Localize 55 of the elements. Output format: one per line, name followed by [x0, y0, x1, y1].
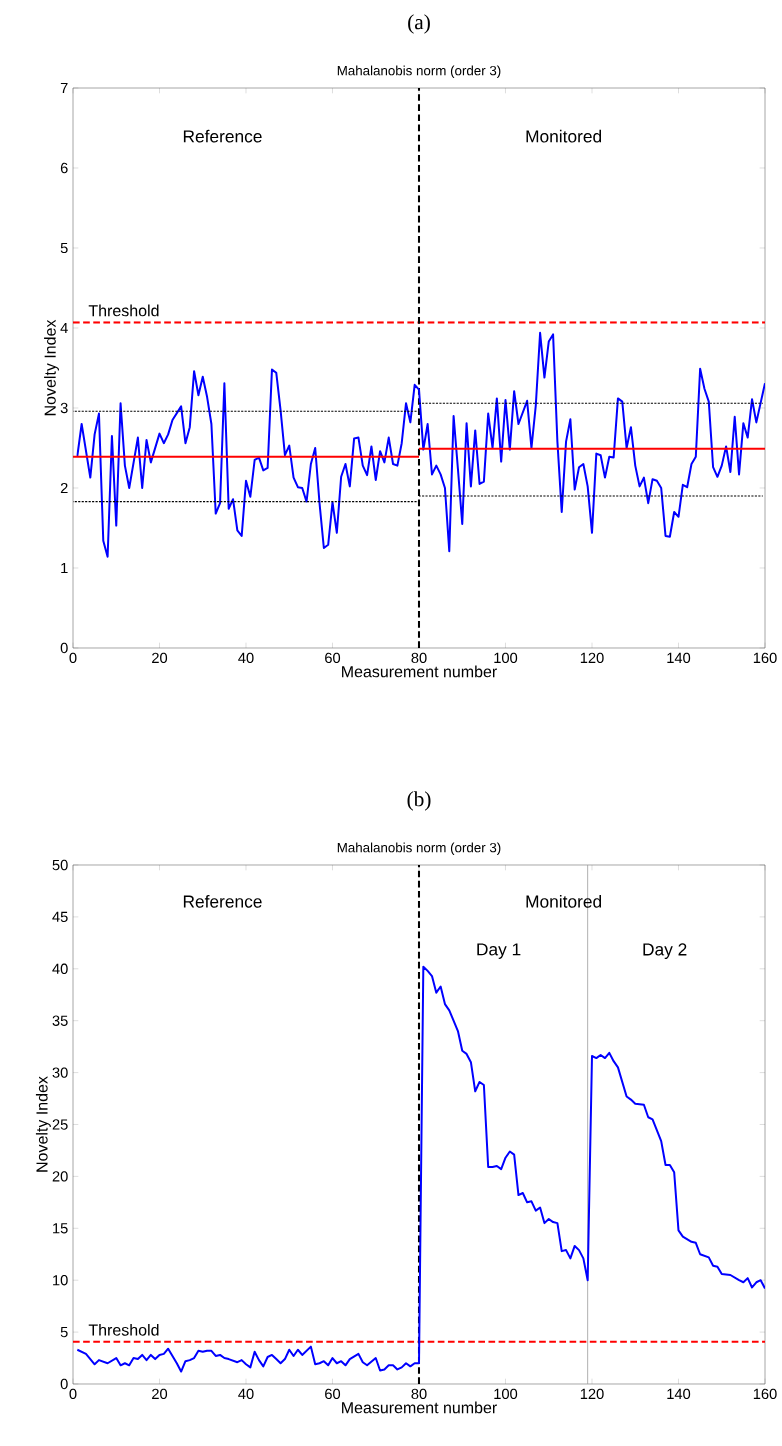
text: (a)	[408, 14, 431, 34]
x-tick-label: 120	[581, 652, 604, 664]
y-tick-label: 1	[61, 562, 68, 574]
annotation: Day 2	[643, 943, 687, 959]
ref-line-label: Threshold	[88, 304, 159, 317]
y-tick-label: 5	[60, 242, 68, 254]
y-tick-label: 50	[52, 859, 68, 871]
annotation: Reference	[184, 894, 262, 908]
y-tick-label: 15	[53, 1223, 68, 1234]
x-tick-label: 160	[754, 1388, 777, 1400]
x-axis-title: Measurement number	[342, 1401, 498, 1414]
y-tick-label: 6	[61, 162, 68, 174]
y-tick-label: 35	[52, 1015, 68, 1026]
x-tick-label: 100	[494, 1388, 518, 1400]
x-tick-label: 20	[152, 1388, 168, 1400]
x-tick-label: 60	[325, 1388, 341, 1400]
y-tick-label: 10	[53, 1275, 68, 1286]
x-tick-label: 160	[754, 652, 777, 664]
y-tick-label: 2	[61, 482, 68, 494]
y-tick-label: 5	[60, 1326, 68, 1338]
annotation: Reference	[184, 129, 262, 143]
y-tick-label: 30	[52, 1067, 68, 1078]
x-tick-label: 140	[667, 1388, 691, 1400]
x-tick-label: 120	[581, 1388, 604, 1400]
y-tick-label: 25	[52, 1119, 68, 1130]
y-tick-label: 3	[60, 402, 68, 414]
x-tick-label: 0	[69, 652, 77, 664]
text: (b)	[407, 791, 431, 811]
x-tick-label: 80	[411, 652, 427, 664]
y-tick-label: 4	[60, 322, 68, 334]
x-tick-label: 80	[411, 1388, 427, 1400]
x-tick-label: 40	[238, 652, 254, 664]
x-axis-title: Measurement number	[342, 665, 498, 678]
x-tick-label: 140	[667, 652, 691, 664]
x-tick-label: 60	[325, 652, 341, 664]
y-tick-label: 0	[60, 642, 68, 654]
x-tick-label: 40	[238, 1388, 254, 1400]
x-tick-label: 100	[494, 652, 518, 664]
y-tick-label: 20	[52, 1171, 68, 1182]
ref-line-label: Threshold	[88, 1323, 159, 1336]
y-tick-label: 7	[61, 82, 68, 94]
annotation: Day 1	[477, 943, 521, 959]
x-tick-label: 20	[152, 652, 168, 664]
y-axis-title: Novelty Index	[36, 1076, 51, 1172]
y-tick-label: 0	[60, 1378, 68, 1390]
line-series	[76, 965, 766, 1373]
y-axis-title: Novelty Index	[44, 319, 60, 416]
annotation: Monitored	[526, 894, 602, 908]
x-tick-label: 0	[69, 1388, 77, 1400]
line-series	[76, 331, 766, 558]
chart-title: Mahalanobis norm (order 3)	[337, 842, 501, 855]
chart-title: Mahalanobis norm (order 3)	[337, 65, 501, 78]
annotation: Monitored	[526, 129, 602, 143]
y-tick-label: 45	[52, 911, 68, 923]
y-tick-label: 40	[52, 963, 68, 974]
